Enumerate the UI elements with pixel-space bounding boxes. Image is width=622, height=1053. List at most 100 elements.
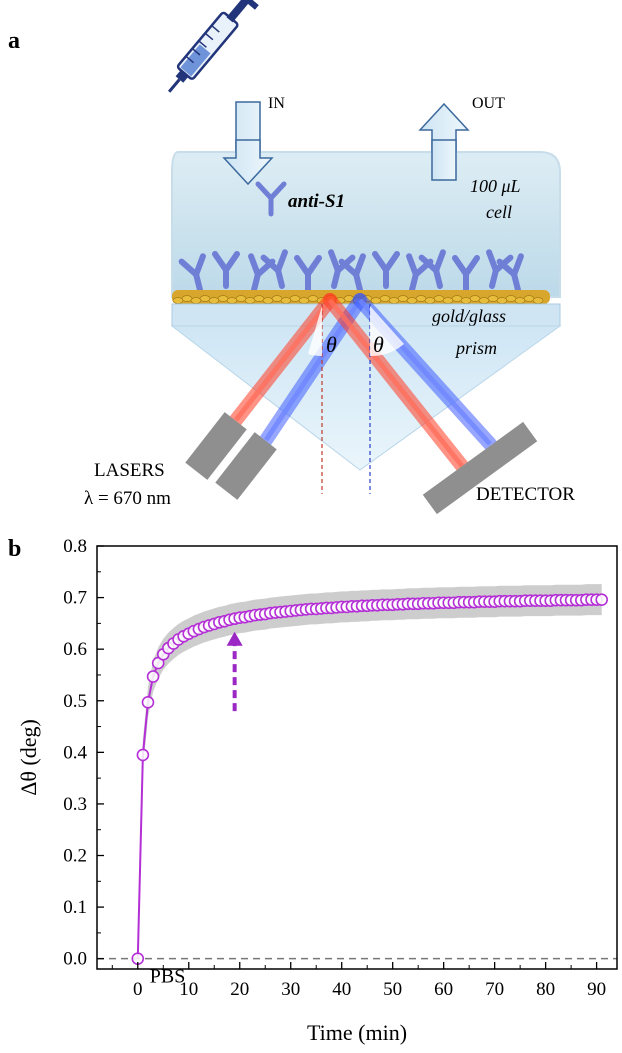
analyte-label: anti-S1 xyxy=(288,191,345,212)
data-point xyxy=(146,670,160,683)
annotation-arrow-head xyxy=(226,631,243,646)
y-axis: 0.0 0.1 0.2 0.3 0.4 0.5 0.6 0.7 0.8 xyxy=(63,536,104,970)
data-point xyxy=(141,696,155,709)
x-tick-label: 30 xyxy=(281,979,300,1000)
gold-particle xyxy=(172,297,184,304)
gold-particle xyxy=(532,297,544,304)
gold-particle xyxy=(307,295,319,302)
x-tick-label: 40 xyxy=(332,979,351,1000)
gold-particle xyxy=(379,295,391,302)
y-tick-label: 0.3 xyxy=(63,794,87,815)
gold-particle xyxy=(487,295,499,302)
gold-particle xyxy=(424,297,436,304)
outlet-label: OUT xyxy=(472,95,505,112)
x-tick-label: 10 xyxy=(179,979,198,1000)
cell-word-label: cell xyxy=(486,202,512,222)
baseline-label: PBS xyxy=(150,966,186,988)
gold-particle xyxy=(451,295,463,302)
gold-particle xyxy=(397,295,409,302)
syringe-icon xyxy=(167,0,259,93)
sensorgram-chart: 0 10 20 30 40 50 60 70 80 90 0.00.10.20.30.40.50.… xyxy=(16,536,618,1045)
gold-particle xyxy=(298,297,310,304)
x-tick-label: 60 xyxy=(434,979,453,1000)
gold-particle xyxy=(271,295,283,302)
lasers-label: LASERS xyxy=(94,460,165,481)
gold-particle xyxy=(262,297,274,304)
x-axis: 0 10 20 30 40 50 60 70 80 90 xyxy=(111,962,606,1000)
cell-volume-label: 100 μL xyxy=(470,176,521,196)
antibody-icon xyxy=(255,181,287,217)
x-tick-label: 0 xyxy=(133,979,143,1000)
series-polyline xyxy=(136,598,602,959)
error-band xyxy=(137,584,602,959)
surface-label: gold/glass xyxy=(432,306,506,326)
gold-particle xyxy=(478,297,490,304)
antibody-layer xyxy=(178,249,524,293)
x-tick-label: 80 xyxy=(536,979,555,1000)
gold-particle xyxy=(514,297,526,304)
laser-blue xyxy=(215,432,277,500)
immobilized-antibody xyxy=(294,255,322,293)
gold-particle xyxy=(433,295,445,302)
gold-particle xyxy=(208,297,220,304)
series-line xyxy=(136,598,602,959)
immobilized-antibody xyxy=(260,249,288,289)
x-tick-label: 20 xyxy=(230,979,249,1000)
x-tick-label: 90 xyxy=(587,979,606,1000)
angle-symbol-blue: θ xyxy=(373,332,384,357)
panel-a-label: a xyxy=(8,28,20,54)
gold-particle xyxy=(505,295,517,302)
detector xyxy=(422,421,538,515)
y-tick-label: 0.2 xyxy=(63,846,87,867)
angle-wedge-blue xyxy=(370,306,404,357)
inlet-label: IN xyxy=(268,95,285,112)
immobilized-antibody xyxy=(452,255,480,293)
prism xyxy=(170,325,562,471)
immobilized-antibody xyxy=(178,253,206,293)
immobilized-antibody xyxy=(496,253,524,293)
y-tick-label: 0.8 xyxy=(63,536,87,557)
gold-particle xyxy=(523,295,535,302)
series-markers xyxy=(131,593,609,965)
data-point xyxy=(136,748,150,762)
data-point xyxy=(595,593,609,606)
gold-particle xyxy=(199,295,211,302)
gold-particle xyxy=(181,295,193,302)
angle-symbol-red: θ xyxy=(326,332,337,357)
gold-particle xyxy=(406,297,418,304)
wavelength-label: λ = 670 nm xyxy=(84,488,171,509)
error-band-area xyxy=(137,584,602,959)
flow-cell xyxy=(171,151,561,298)
gold-particle xyxy=(469,295,481,302)
plot-frame xyxy=(96,545,618,970)
detector-label: DETECTOR xyxy=(476,484,575,505)
gold-particle xyxy=(370,297,382,304)
y-tick-label: 0.5 xyxy=(63,691,87,712)
y-tick-label: 0.7 xyxy=(63,588,87,609)
annotation-arrow xyxy=(226,631,243,712)
gold-particle xyxy=(253,295,265,302)
immobilized-antibody xyxy=(372,251,400,289)
y-tick-label: 0.4 xyxy=(63,742,87,763)
gold-particle xyxy=(460,297,472,304)
panel-b-label: b xyxy=(8,536,21,562)
gold-particle xyxy=(415,295,427,302)
gold-particle xyxy=(190,297,202,304)
x-tick-label: 50 xyxy=(383,979,402,1000)
gold-particle xyxy=(280,297,292,304)
gold-particle xyxy=(226,297,238,304)
y-tick-label: 0.0 xyxy=(63,949,87,970)
gold-particle xyxy=(244,297,256,304)
angle-wedge-red xyxy=(308,306,322,356)
outlet-arrow-stem xyxy=(431,139,457,181)
gold-particle xyxy=(217,295,229,302)
y-tick-label: 0.6 xyxy=(63,639,87,660)
immobilized-antibody xyxy=(338,253,366,293)
x-axis-label: Time (min) xyxy=(307,1020,407,1045)
prism-label: prism xyxy=(454,338,497,358)
y-axis-label: Δθ (deg) xyxy=(16,719,41,796)
gold-particle xyxy=(289,295,301,302)
gold-particle xyxy=(388,297,400,304)
gold-particle xyxy=(235,295,247,302)
